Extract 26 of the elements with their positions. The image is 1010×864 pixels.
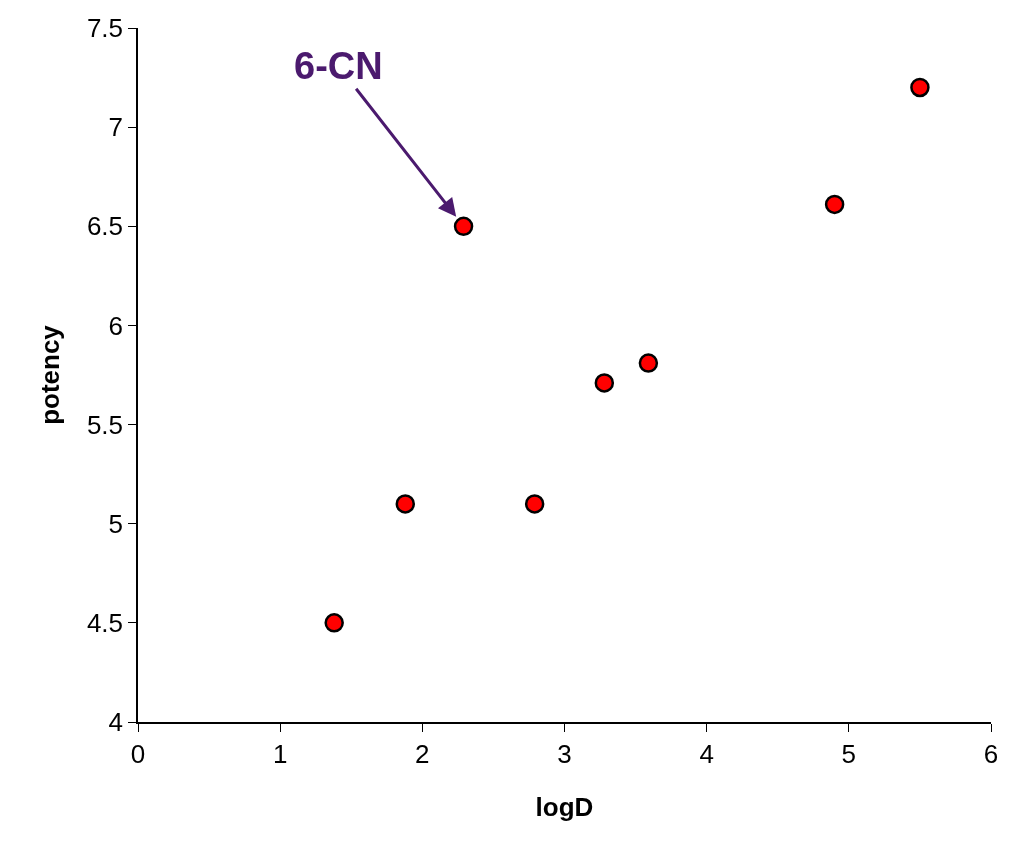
point <box>453 216 474 237</box>
x-tick-label: 5 <box>841 738 857 769</box>
point <box>324 613 344 633</box>
x-tick-label: 0 <box>130 738 146 769</box>
point <box>524 494 545 514</box>
y-axis-title: potency <box>34 324 65 425</box>
x-tick-label: 4 <box>699 738 714 769</box>
point <box>395 494 416 514</box>
point <box>594 373 615 393</box>
x-tick-label: 2 <box>415 738 430 769</box>
point <box>824 194 845 215</box>
y-tick-label: 6 <box>108 310 124 341</box>
y-tick-label: 5.5 <box>86 409 124 440</box>
x-axis-title: logD <box>535 792 594 823</box>
point <box>910 77 930 98</box>
point <box>638 353 659 373</box>
y-tick-label: 4 <box>108 707 124 738</box>
x-tick-label: 6 <box>983 738 999 769</box>
y-tick-label: 4.5 <box>86 607 124 638</box>
y-tick-label: 7.5 <box>86 13 124 44</box>
annotation: 6-CN <box>294 45 383 87</box>
y-tick-label: 5 <box>108 508 124 539</box>
x-tick-label: 3 <box>557 738 572 769</box>
y-tick-label: 6.5 <box>86 211 124 242</box>
x-tick-label: 1 <box>272 738 288 769</box>
y-tick-label: 7 <box>108 112 124 143</box>
